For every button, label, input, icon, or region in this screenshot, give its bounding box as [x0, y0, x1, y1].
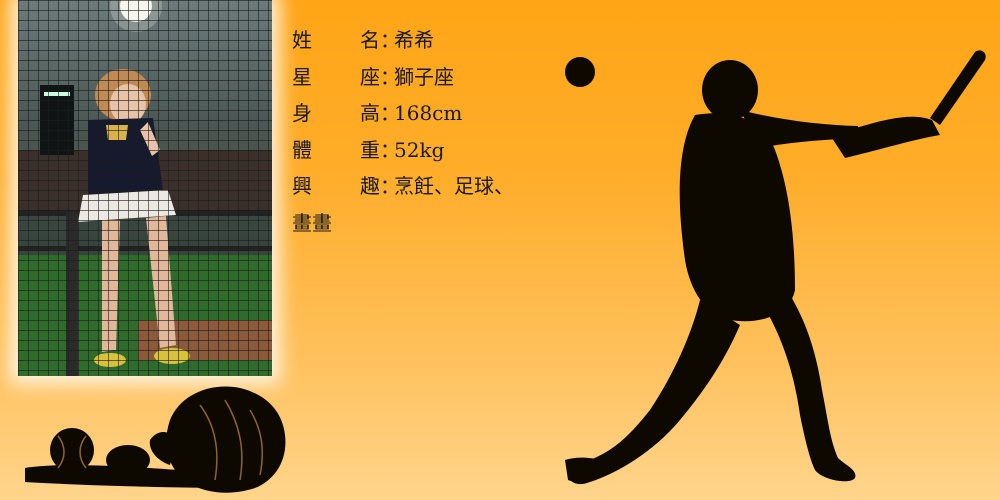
name-label-b: 名: [360, 28, 380, 52]
weight-sep: ：: [380, 137, 400, 162]
weight-label-b: 重: [360, 137, 380, 162]
profile-info: 姓 名 ： 希希 星 座 ： 獅子座 身 高 ： 168cm 體 重 ： 52kg 興 趣…: [292, 22, 552, 241]
baseball-icon: [565, 57, 595, 87]
height-value: 168cm: [394, 101, 463, 125]
zodiac-value: 獅子座: [394, 64, 454, 89]
hobbies-continuation: 畫畫: [292, 210, 332, 235]
profile-row-height: 身 高 ： 168cm: [292, 95, 552, 132]
hobbies-label-b: 趣: [360, 174, 380, 198]
height-sep: ：: [380, 101, 400, 125]
hobbies-label-a: 興: [292, 174, 312, 198]
name-value: 希希: [394, 28, 434, 52]
profile-row-hobbies: 興 趣 ： 烹飪、足球、: [292, 168, 552, 205]
name-sep: ：: [380, 28, 400, 52]
weight-label-a: 體: [292, 137, 312, 162]
zodiac-label-a: 星: [292, 64, 312, 89]
profile-photo: [18, 0, 272, 376]
profile-row-weight: 體 重 ： 52kg: [292, 132, 552, 169]
height-label-a: 身: [292, 101, 312, 125]
profile-row-name: 姓 名 ： 希希: [292, 22, 552, 59]
name-label-a: 姓: [292, 28, 312, 52]
batter-silhouette-icon: [565, 50, 986, 485]
glove-bat-balls-icon: [25, 386, 286, 493]
hobbies-sep: ：: [380, 174, 400, 198]
profile-row-hobbies-cont: 畫畫: [292, 205, 552, 242]
zodiac-sep: ：: [380, 64, 400, 89]
zodiac-label-b: 座: [360, 64, 380, 89]
weight-value: 52kg: [394, 137, 445, 162]
hobbies-value: 烹飪、足球、: [394, 174, 514, 198]
profile-row-zodiac: 星 座 ： 獅子座: [292, 59, 552, 96]
height-label-b: 高: [360, 101, 380, 125]
